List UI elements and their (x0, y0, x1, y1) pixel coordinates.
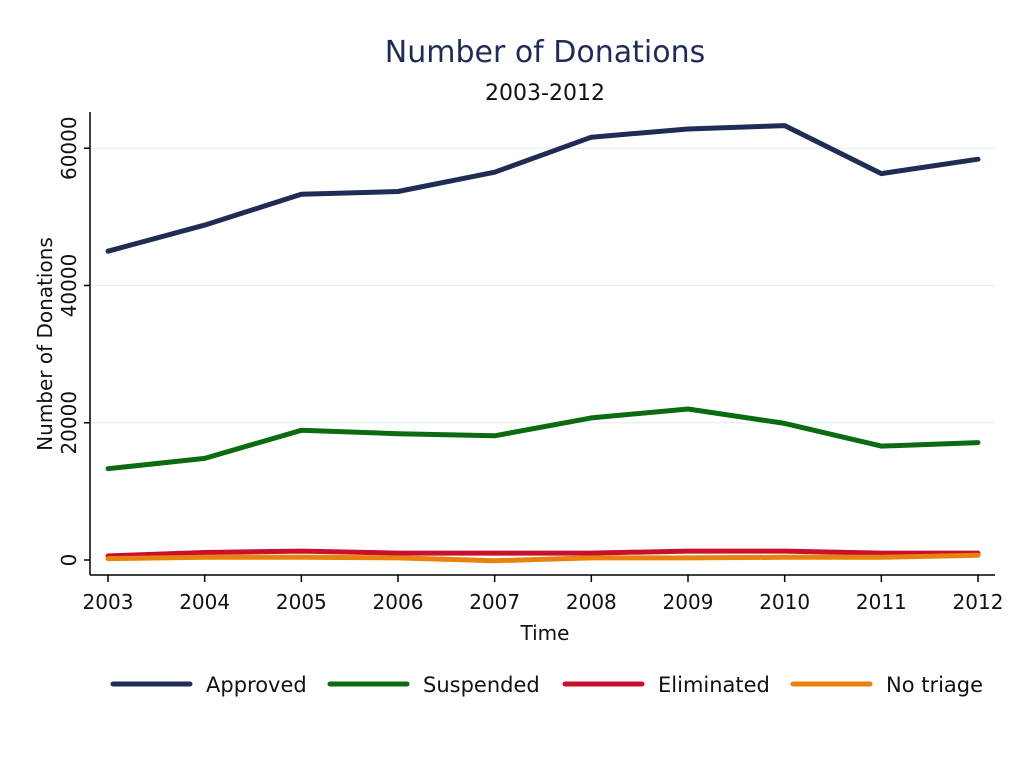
x-tick-label: 2012 (953, 590, 1004, 614)
x-tick-label: 2005 (276, 590, 327, 614)
y-tick-label: 20000 (57, 391, 81, 455)
x-tick-label: 2007 (469, 590, 520, 614)
series-lines (105, 123, 981, 564)
y-tick-label: 0 (57, 554, 81, 567)
x-tick-label: 2011 (856, 590, 907, 614)
x-tick-label: 2010 (759, 590, 810, 614)
legend-label: Approved (206, 673, 307, 697)
legend: Approved Suspended Eliminated No triage (110, 673, 983, 697)
legend-label: Suspended (423, 673, 540, 697)
y-tick-labels: 0 20000 40000 60000 (57, 116, 81, 566)
x-tick-label: 2006 (373, 590, 424, 614)
legend-label: No triage (886, 673, 983, 697)
series-line-no-triage (105, 552, 981, 564)
x-tick-label: 2004 (179, 590, 230, 614)
series-line-suspended (105, 406, 981, 472)
series-line-eliminated (105, 548, 981, 559)
legend-label: Eliminated (658, 673, 770, 697)
gridlines (90, 147, 995, 424)
y-tick-label: 40000 (57, 254, 81, 318)
x-axis-label: Time (520, 621, 570, 645)
axes (84, 112, 995, 582)
x-tick-label: 2009 (663, 590, 714, 614)
chart-subtitle: 2003-2012 (485, 81, 605, 106)
y-axis-label: Number of Donations (33, 237, 57, 451)
chart-title: Number of Donations (385, 35, 705, 70)
x-tick-labels: 2003 2004 2005 2006 2007 2008 2009 2010 2011 2012 (83, 590, 1004, 614)
x-tick-label: 2003 (83, 590, 134, 614)
x-tick-label: 2008 (566, 590, 617, 614)
series-line-approved (105, 123, 981, 254)
y-tick-label: 60000 (57, 116, 81, 180)
